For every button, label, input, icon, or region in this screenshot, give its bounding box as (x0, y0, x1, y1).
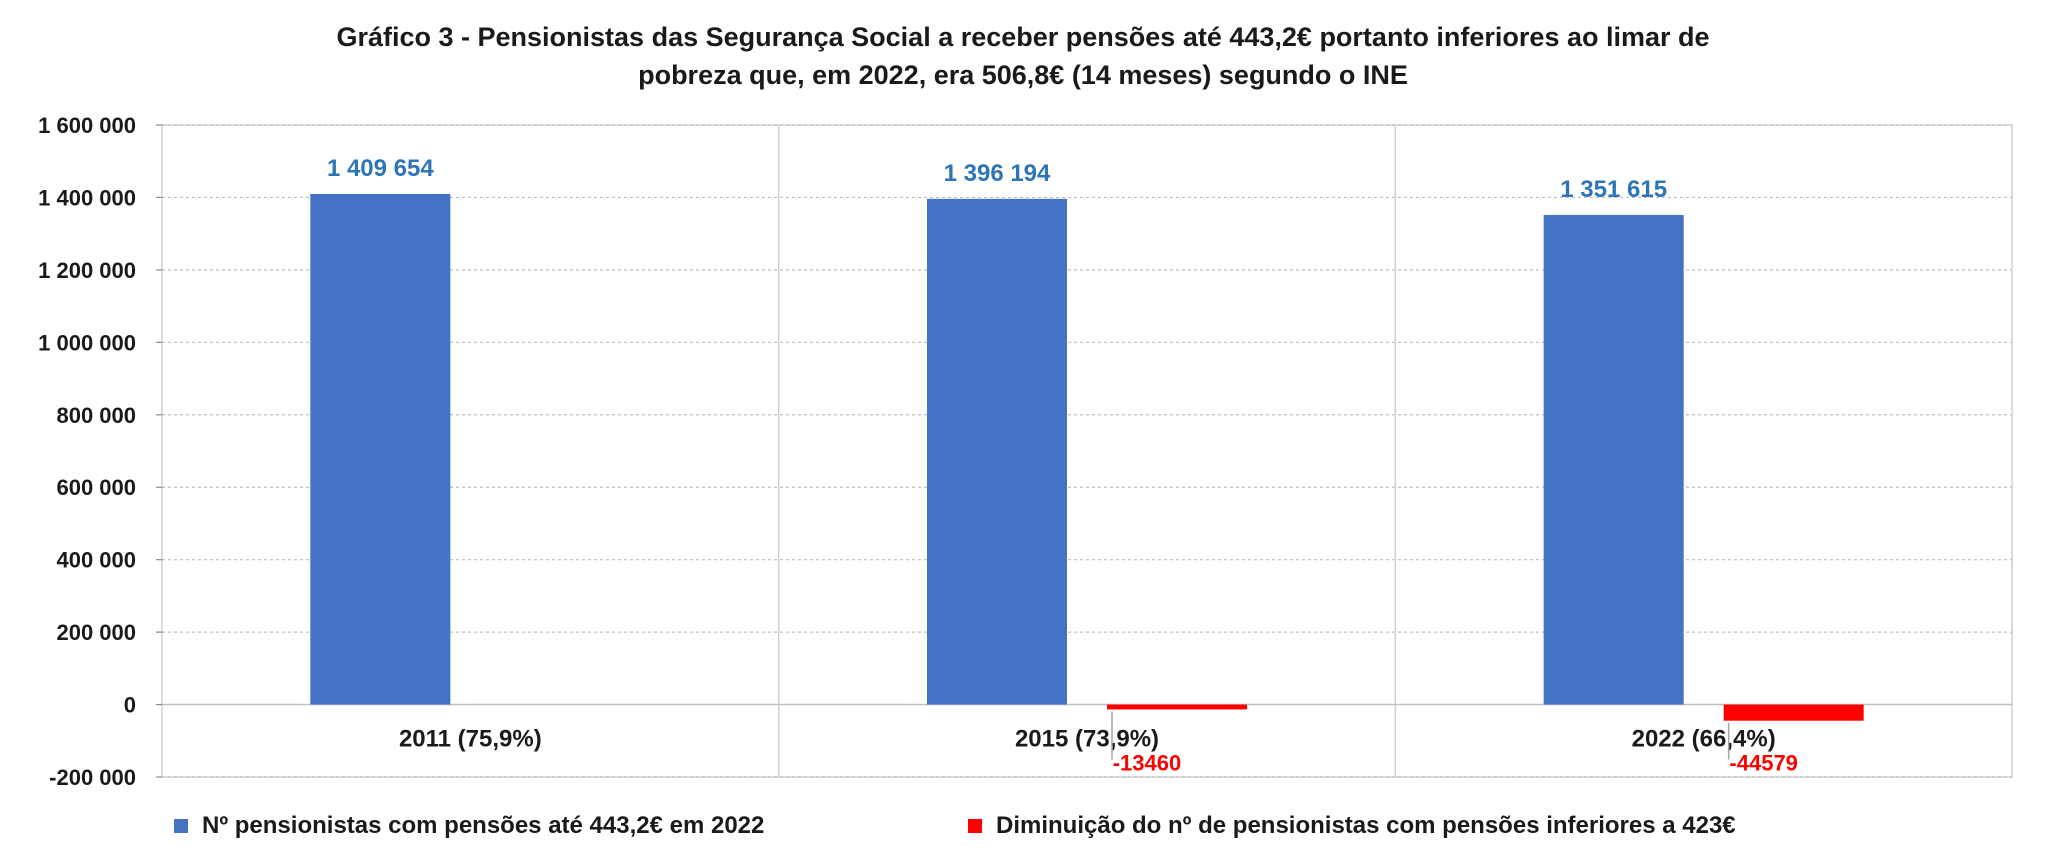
legend-swatch-pensioners (174, 819, 188, 833)
bar-pensioners (1543, 214, 1684, 705)
data-label-pensioners: 1 351 615 (1560, 176, 1667, 203)
bar-decrease (1107, 704, 1247, 710)
data-label-decrease: -44579 (1729, 751, 1798, 776)
x-category-label: 2015 (73,9%) (1015, 726, 1159, 753)
data-label-pensioners: 1 409 654 (327, 155, 434, 182)
y-tick-label: -200 000 (49, 765, 136, 790)
bar-pensioners (310, 193, 451, 705)
chart-legend: Nº pensionistas com pensões até 443,2€ e… (0, 812, 2046, 848)
legend-swatch-decrease (968, 819, 982, 833)
y-tick-label: 1 000 000 (38, 330, 136, 355)
y-tick-label: 0 (124, 693, 136, 718)
legend-label-decrease: Diminuição do nº de pensionistas com pen… (996, 812, 1736, 839)
y-tick-label: 1 200 000 (38, 258, 136, 283)
legend-item-decrease: Diminuição do nº de pensionistas com pen… (968, 812, 1736, 840)
legend-item-pensioners: Nº pensionistas com pensões até 443,2€ e… (174, 812, 764, 840)
chart-title: Gráfico 3 - Pensionistas das Segurança S… (0, 18, 2046, 94)
data-label-decrease: -13460 (1113, 751, 1182, 776)
x-category-label: 2022 (66,4%) (1632, 726, 1776, 753)
data-label-pensioners: 1 396 194 (944, 160, 1051, 187)
bar-decrease (1723, 704, 1864, 721)
y-tick-label: 600 000 (56, 475, 136, 500)
chart-title-line-2: pobreza que, em 2022, era 506,8€ (14 mes… (638, 60, 1408, 90)
x-category-label: 2011 (75,9%) (399, 726, 542, 753)
y-tick-label: 800 000 (56, 403, 136, 428)
y-tick-label: 400 000 (56, 548, 136, 573)
bar-chart: 1 600 000 1 400 000 1 200 000 1 000 000 800 … (38, 113, 2013, 790)
y-tick-label: 1 600 000 (38, 113, 136, 138)
legend-label-pensioners: Nº pensionistas com pensões até 443,2€ e… (202, 812, 765, 839)
y-tick-label: 1 400 000 (38, 185, 136, 210)
chart-title-line-1: Gráfico 3 - Pensionistas das Segurança S… (336, 22, 1710, 52)
y-tick-label: 200 000 (56, 620, 136, 645)
bar-pensioners (927, 198, 1067, 705)
